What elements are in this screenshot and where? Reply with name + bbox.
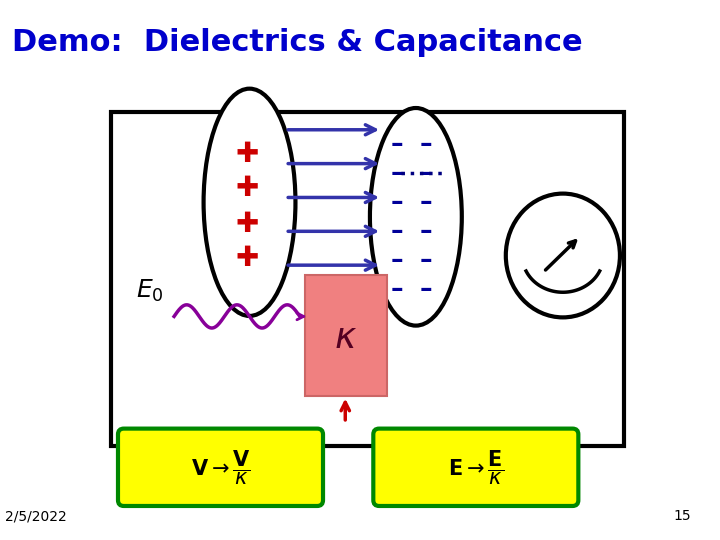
Text: –: – — [419, 219, 432, 244]
Text: –: – — [419, 190, 432, 214]
FancyBboxPatch shape — [373, 429, 578, 506]
Text: –: – — [419, 278, 432, 301]
Text: –: – — [390, 161, 402, 185]
FancyBboxPatch shape — [118, 429, 323, 506]
Text: $\kappa$: $\kappa$ — [333, 321, 357, 355]
Text: Demo:  Dielectrics & Capacitance: Demo: Dielectrics & Capacitance — [12, 28, 582, 57]
Text: $\mathbf{E} \rightarrow \dfrac{\mathbf{E}}{\kappa}$: $\mathbf{E} \rightarrow \dfrac{\mathbf{E… — [448, 448, 504, 487]
Bar — [305, 275, 387, 396]
Ellipse shape — [370, 108, 462, 326]
Text: ✚: ✚ — [235, 174, 258, 202]
Text: ✚: ✚ — [235, 245, 258, 272]
Text: ✚: ✚ — [235, 210, 258, 238]
Text: –: – — [419, 132, 432, 156]
Text: –: – — [390, 248, 402, 272]
Text: –: – — [390, 190, 402, 214]
Text: –: – — [419, 161, 432, 185]
Text: –: – — [419, 248, 432, 272]
Ellipse shape — [506, 194, 620, 318]
Text: 2/5/2022: 2/5/2022 — [5, 509, 66, 523]
Text: –: – — [390, 219, 402, 244]
Text: –: – — [390, 132, 402, 156]
Text: $\mathbf{V} \rightarrow \dfrac{\mathbf{V}}{\kappa}$: $\mathbf{V} \rightarrow \dfrac{\mathbf{V… — [191, 448, 251, 487]
Text: $E_0$: $E_0$ — [136, 278, 163, 305]
Bar — [111, 112, 624, 446]
Text: ✚: ✚ — [235, 140, 258, 168]
Text: –: – — [390, 278, 402, 301]
Ellipse shape — [204, 89, 295, 316]
Text: 15: 15 — [674, 509, 691, 523]
